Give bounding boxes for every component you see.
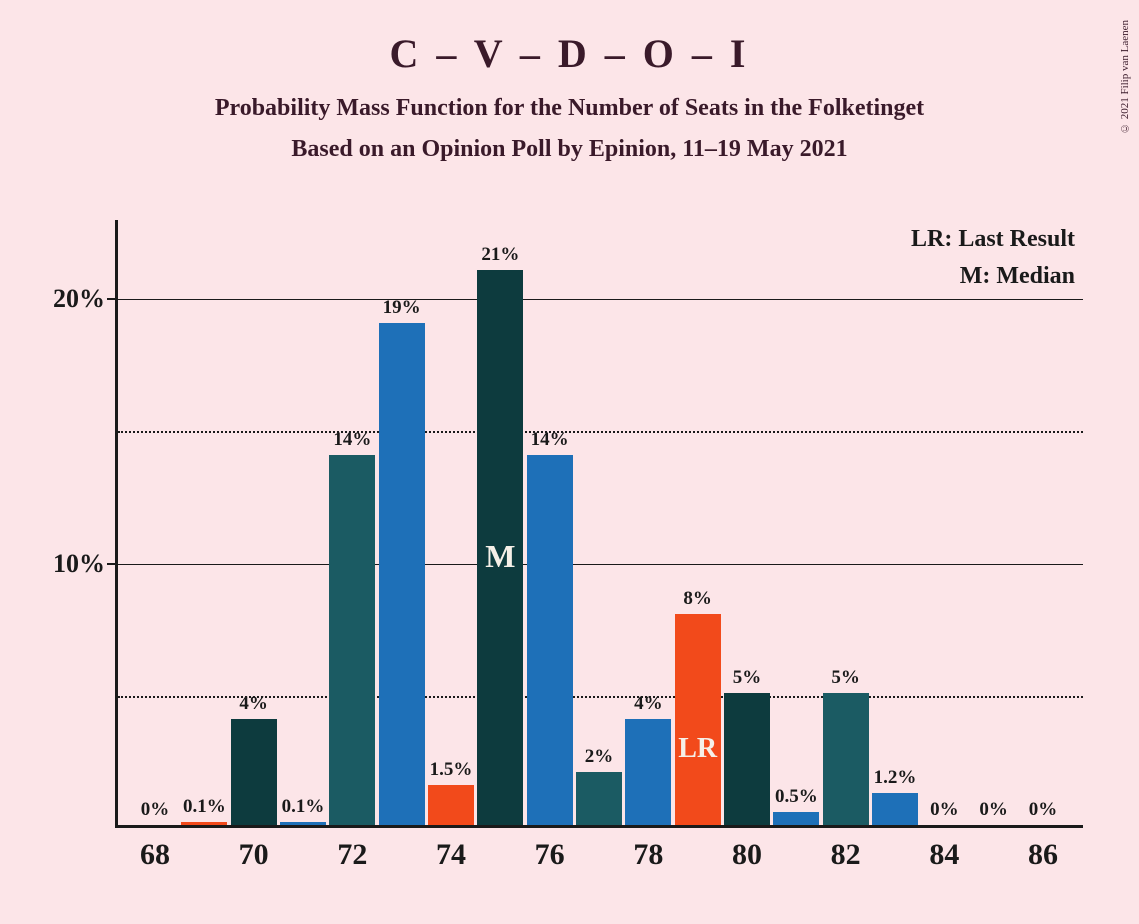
bar-value-label: 14% — [531, 429, 569, 451]
bar-value-label: 5% — [831, 667, 860, 689]
bar-value-label: 0.5% — [775, 786, 818, 808]
y-tick-mark — [107, 563, 115, 565]
gridline — [118, 564, 1083, 565]
gridline — [118, 299, 1083, 300]
bar: 0.5% — [773, 812, 819, 825]
copyright-text: © 2021 Filip van Laenen — [1119, 20, 1131, 134]
bar-value-label: 4% — [239, 693, 268, 715]
bar-annotation: LR — [678, 733, 717, 765]
bar-value-label: 8% — [683, 588, 712, 610]
bar-value-label: 1.2% — [874, 767, 917, 789]
bar: 1.5% — [428, 785, 474, 825]
legend-m: M: Median — [911, 263, 1075, 290]
bar-value-label: 19% — [383, 297, 421, 319]
bar-value-label: 5% — [733, 667, 762, 689]
bar-value-label: 0% — [141, 799, 170, 821]
bar: 5% — [724, 693, 770, 825]
x-tick-label: 68 — [140, 838, 170, 872]
bar: 1.2% — [872, 793, 918, 825]
chart-subtitle-1: Probability Mass Function for the Number… — [0, 95, 1139, 122]
chart-plot-area: LR: Last Result M: Median 10%20%68707274… — [115, 220, 1083, 828]
x-tick-label: 72 — [337, 838, 367, 872]
x-tick-label: 78 — [633, 838, 663, 872]
x-axis — [115, 825, 1083, 828]
bar: 4% — [231, 719, 277, 825]
bar-value-label: 0.1% — [183, 796, 226, 818]
x-tick-label: 76 — [535, 838, 565, 872]
x-tick-label: 80 — [732, 838, 762, 872]
bar-value-label: 4% — [634, 693, 663, 715]
x-tick-label: 86 — [1028, 838, 1058, 872]
gridline — [118, 431, 1083, 433]
x-tick-label: 74 — [436, 838, 466, 872]
chart-legend: LR: Last Result M: Median — [911, 226, 1075, 300]
bar-value-label: 0% — [930, 799, 959, 821]
x-tick-label: 82 — [831, 838, 861, 872]
x-tick-label: 84 — [929, 838, 959, 872]
bar: 14% — [329, 455, 375, 825]
bar: 2% — [576, 772, 622, 825]
bar-value-label: 0% — [979, 799, 1008, 821]
y-tick-label: 10% — [53, 549, 105, 579]
bar-value-label: 14% — [333, 429, 371, 451]
bar: 21%M — [477, 270, 523, 825]
y-tick-mark — [107, 298, 115, 300]
bar: 0.1% — [280, 822, 326, 825]
y-tick-label: 20% — [53, 284, 105, 314]
bar-value-label: 2% — [585, 746, 614, 768]
y-axis — [115, 220, 118, 828]
bar-value-label: 0% — [1029, 799, 1058, 821]
chart-subtitle-2: Based on an Opinion Poll by Epinion, 11–… — [0, 136, 1139, 163]
bar: 4% — [625, 719, 671, 825]
bar: 8%LR — [675, 614, 721, 825]
chart-title: C – V – D – O – I — [0, 0, 1139, 77]
bar-value-label: 1.5% — [430, 759, 473, 781]
x-tick-label: 70 — [239, 838, 269, 872]
bar: 0.1% — [181, 822, 227, 825]
legend-lr: LR: Last Result — [911, 226, 1075, 253]
bar: 14% — [527, 455, 573, 825]
bar: 5% — [823, 693, 869, 825]
bar-annotation: M — [485, 538, 515, 575]
bar-value-label: 0.1% — [282, 796, 325, 818]
bar: 19% — [379, 323, 425, 825]
bar-value-label: 21% — [481, 244, 519, 266]
